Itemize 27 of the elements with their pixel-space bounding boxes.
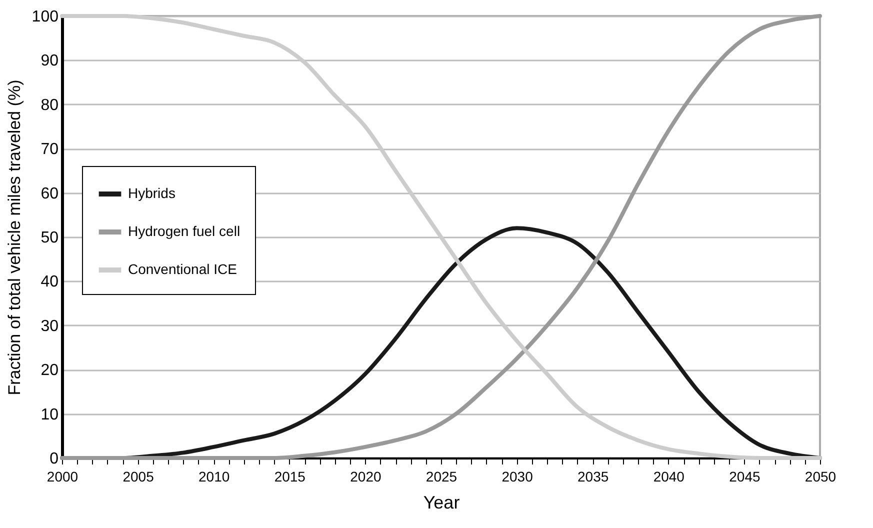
legend-label: Conventional ICE: [128, 261, 237, 277]
y-tick-label: 40: [40, 274, 59, 291]
y-tick-label: 10: [40, 406, 59, 424]
legend-label: Hybrids: [128, 185, 176, 201]
x-tick-label: 2035: [578, 468, 609, 484]
x-axis-title: Year: [423, 492, 460, 512]
x-tick-label: 2050: [804, 468, 836, 484]
y-tick-label: 90: [40, 52, 59, 70]
y-axis-title: Fraction of total vehicle miles traveled (%): [4, 80, 24, 396]
y-tick-label: 80: [40, 96, 59, 114]
x-tick-label: 2040: [653, 468, 685, 484]
y-tick-label: 30: [40, 318, 59, 335]
x-tick-label: 2015: [274, 468, 306, 484]
y-tick-label: 0: [50, 450, 59, 468]
y-tick-label: 50: [40, 230, 59, 246]
x-tick-label: 2025: [426, 468, 458, 484]
x-tick-label: 2030: [502, 468, 534, 484]
y-tick-label: 20: [40, 362, 59, 380]
y-tick-label: 100: [32, 8, 59, 26]
y-tick-label: 60: [40, 185, 59, 202]
x-tick-label: 2045: [729, 468, 760, 484]
x-tick-label: 2010: [198, 468, 230, 484]
x-tick-label: 2020: [350, 468, 382, 484]
x-tick-label: 2000: [46, 468, 78, 484]
legend-label: Hydrogen fuel cell: [128, 223, 240, 239]
y-tick-label: 70: [40, 141, 59, 158]
x-tick-label: 2005: [122, 468, 154, 484]
